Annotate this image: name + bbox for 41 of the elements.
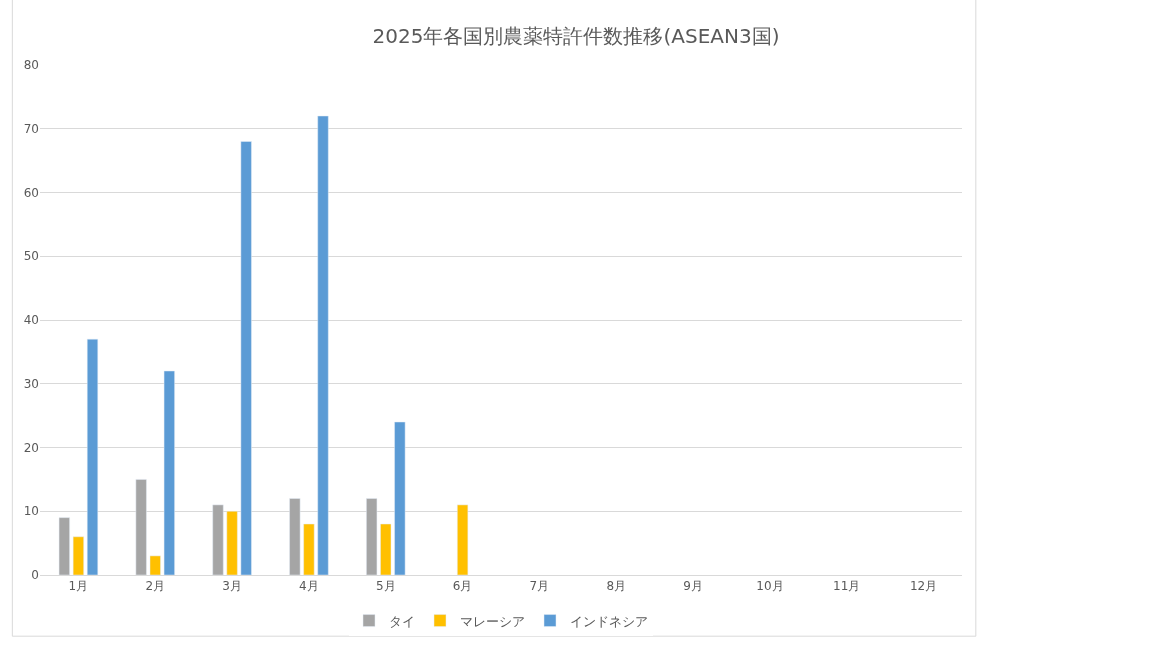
bar [303, 523, 315, 575]
y-tick-label: 10 [23, 504, 39, 519]
y-tick-label: 0 [31, 568, 39, 583]
bar [240, 141, 252, 575]
legend-label: インドネシア [570, 613, 648, 629]
legend-label: マレーシア [460, 613, 525, 629]
x-tick-label: 12月 [909, 579, 938, 594]
bar [163, 370, 175, 575]
bar [289, 498, 301, 575]
y-tick-label: 40 [23, 313, 39, 328]
x-tick-label: 11月 [833, 579, 861, 594]
x-tick-label: 1月 [68, 579, 89, 594]
x-tick-label: 5月 [375, 579, 396, 594]
bar [149, 555, 161, 575]
y-tick-label: 80 [23, 58, 39, 73]
x-tick-label: 2月 [145, 579, 166, 594]
bar [135, 479, 147, 575]
bar [58, 517, 70, 575]
x-tick-label: 3月 [222, 579, 242, 594]
y-tick-label: 70 [23, 121, 39, 136]
bar [86, 338, 99, 575]
bar [226, 511, 238, 575]
x-tick-label: 9月 [683, 579, 703, 594]
bar [366, 498, 378, 575]
bar [317, 115, 329, 575]
chart-title: 2025年各国別農薬特許件数推移(ASEAN3国) [372, 24, 780, 49]
bar [457, 504, 469, 575]
y-tick-label: 20 [23, 440, 39, 455]
x-tick-label: 7月 [529, 579, 550, 594]
bar [212, 504, 224, 575]
x-tick-label: 6月 [452, 579, 473, 594]
x-tick-label: 8月 [606, 579, 627, 594]
x-tick-label: 10月 [756, 579, 784, 594]
legend-label: タイ [389, 613, 415, 629]
x-tick-label: 4月 [299, 579, 319, 594]
y-tick-label: 50 [23, 249, 39, 264]
y-tick-label: 60 [23, 185, 39, 200]
bar [72, 536, 84, 575]
y-tick-label: 30 [23, 376, 39, 391]
bar [394, 421, 406, 575]
bar [380, 523, 392, 575]
